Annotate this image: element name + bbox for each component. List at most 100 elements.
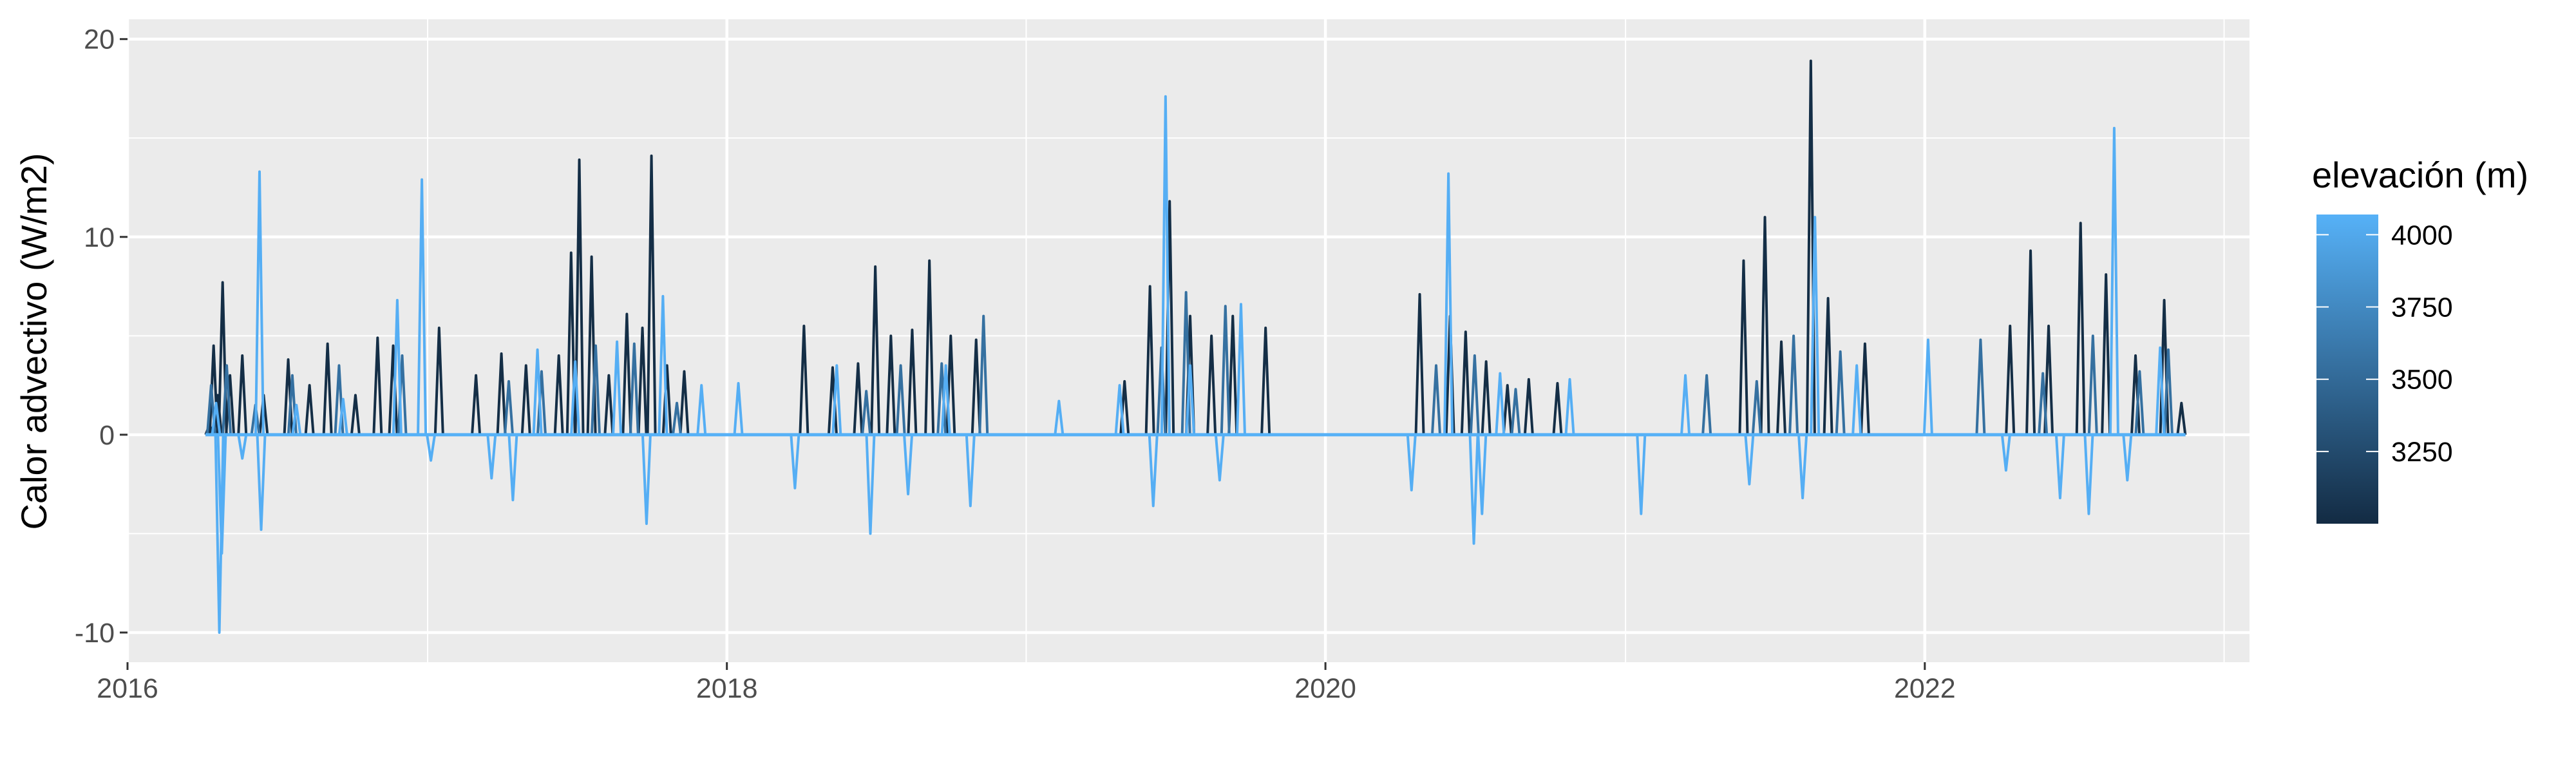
series-spike: [1502, 384, 1513, 435]
series-spike: [1701, 374, 1712, 435]
series-spike: [1481, 360, 1492, 435]
series-spike: [222, 364, 232, 435]
series-spike: [2054, 434, 2065, 500]
legend-break-label: 3750: [2391, 292, 2453, 323]
series-spike: [1414, 292, 1425, 435]
y-tick-label: 10: [84, 222, 115, 253]
series-spike: [1164, 200, 1175, 435]
series-spike: [2075, 222, 2086, 435]
series-spike: [971, 338, 981, 435]
series-spike: [853, 362, 864, 435]
series-spike: [486, 434, 497, 480]
series-spike: [417, 178, 428, 435]
series-spike: [2163, 348, 2174, 435]
series-spike: [679, 370, 690, 435]
series-spike: [965, 434, 976, 508]
series-spike: [1552, 382, 1563, 435]
series-spike: [672, 401, 683, 435]
series-spike: [1810, 216, 1821, 435]
series-spike: [1148, 434, 1159, 508]
series-spike: [2083, 434, 2094, 515]
legend-title: elevación (m): [2312, 155, 2528, 195]
series-spike: [1797, 434, 1808, 500]
series-spike: [1468, 434, 1479, 545]
series-spike: [924, 259, 935, 435]
series-spike: [1523, 377, 1534, 435]
series-spike: [1680, 374, 1691, 435]
series-spike: [1495, 372, 1506, 435]
series-spike: [1835, 350, 1846, 435]
series-spike: [256, 434, 267, 531]
series-spike: [1469, 354, 1480, 435]
series-spike: [831, 364, 842, 435]
series-spike: [696, 384, 707, 435]
series-spike: [507, 434, 518, 502]
series-spike: [1751, 379, 1762, 435]
series-spike: [1759, 216, 1770, 435]
series-spike: [2134, 370, 2145, 435]
series-spike: [790, 434, 800, 490]
y-axis-title: Calor advectivo (W/m2): [14, 153, 54, 530]
series-spike: [2087, 334, 2098, 435]
color-legend: elevación (m) 4000 3750 3500 3250: [2312, 155, 2528, 524]
x-axis: 2016 2018 2020 2022: [97, 662, 1956, 704]
series-spike: [861, 390, 872, 435]
series-spike: [799, 324, 810, 435]
series-spike: [254, 170, 265, 435]
series-spike: [1260, 327, 1271, 435]
series-spike: [870, 265, 881, 435]
series-spike: [1744, 434, 1755, 486]
series-spike: [940, 364, 951, 435]
y-tick-label: 20: [84, 24, 115, 55]
legend-break-label: 3500: [2391, 365, 2453, 396]
series-spike: [496, 352, 507, 435]
series-spike: [1144, 285, 1155, 435]
series-spike: [532, 348, 543, 435]
series-spike: [2005, 324, 2016, 435]
series-spike: [1975, 338, 1986, 435]
series-spike: [978, 314, 989, 435]
series-spike: [1564, 377, 1575, 435]
x-tick-label: 2018: [696, 673, 758, 704]
series-spike: [2043, 324, 2054, 435]
series-spike: [372, 336, 383, 435]
series-spike: [1235, 303, 1246, 435]
series-spike: [304, 384, 315, 435]
series-1: [205, 291, 2174, 435]
series-spike: [1185, 364, 1196, 435]
series-spike: [612, 340, 623, 435]
series-spike: [886, 334, 896, 435]
legend-break-label: 3250: [2391, 437, 2453, 468]
series-spike: [1922, 338, 1933, 435]
legend-colorbar: [2316, 215, 2378, 524]
series-spike: [1460, 330, 1471, 435]
series-spike: [2101, 273, 2112, 435]
series-spike: [1227, 314, 1238, 435]
series-spike: [2000, 434, 2011, 472]
series-spike: [1214, 434, 1225, 482]
series-spike: [629, 342, 639, 435]
x-tick-label: 2020: [1294, 673, 1356, 704]
series-spike: [907, 329, 918, 435]
series-spike: [520, 364, 531, 435]
series-spike: [637, 327, 648, 435]
series-spike: [1114, 384, 1125, 435]
series-spike: [225, 374, 236, 435]
y-tick-label: -10: [75, 618, 115, 649]
series-spike: [214, 434, 225, 634]
series-spike: [237, 434, 248, 460]
series-spike: [661, 364, 672, 435]
series-spike: [337, 397, 348, 435]
series-spike: [865, 434, 876, 535]
series-spike: [733, 382, 744, 435]
series-spike: [895, 364, 906, 435]
series-spike: [621, 312, 632, 435]
series-spike: [1788, 334, 1799, 435]
series-spike: [211, 401, 222, 435]
series-spike: [1852, 364, 1862, 435]
series-spike: [1510, 388, 1521, 435]
series-spike: [322, 342, 333, 435]
series-spike: [392, 299, 402, 435]
series-spike: [570, 360, 581, 435]
